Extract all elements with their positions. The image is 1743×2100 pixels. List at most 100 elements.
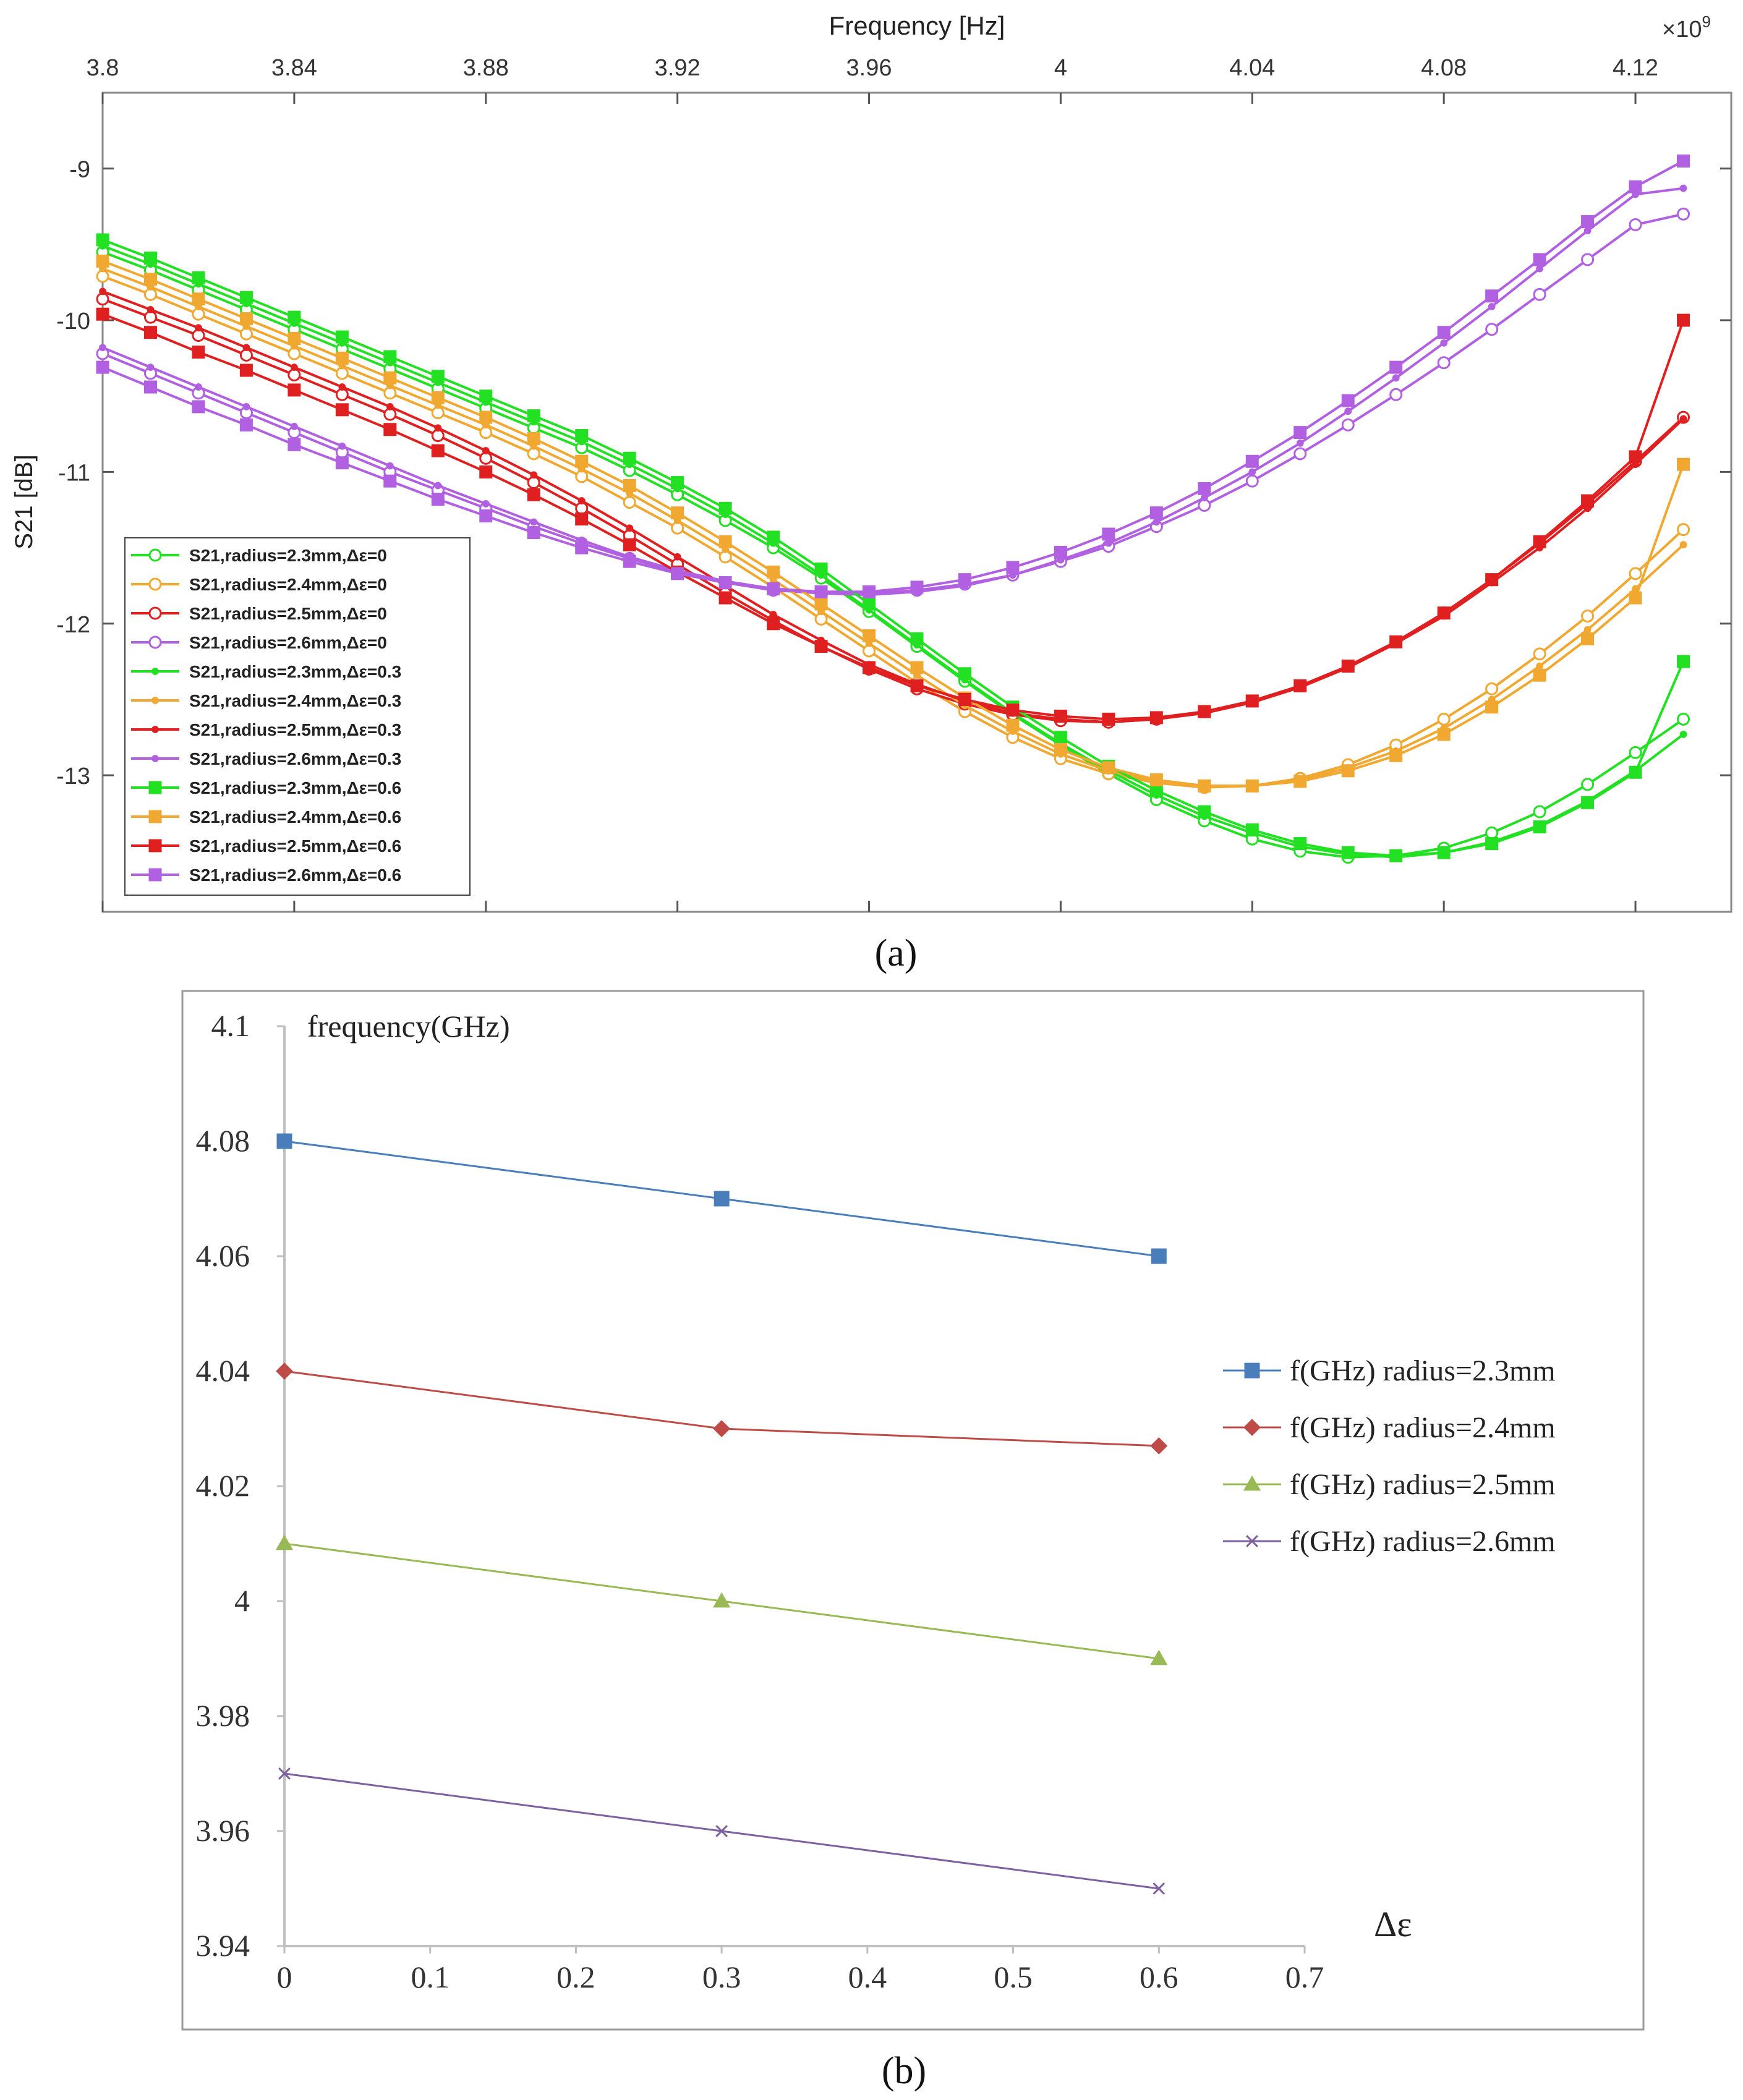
chart-a-data-point	[958, 692, 971, 706]
chart-a-data-point	[1677, 207, 1690, 221]
chart-a-legend-marker	[148, 810, 162, 823]
chart-b-x-tick-label: 0.2	[556, 1960, 595, 1994]
chart-a-x-axis-title: Frequency [Hz]	[829, 11, 1005, 40]
chart-b-data-point	[275, 1534, 294, 1550]
chart-a-data-point	[863, 629, 876, 642]
chart-a-legend-marker	[151, 697, 159, 704]
chart-a-data-point	[769, 611, 777, 618]
chart-b-data-point	[713, 1420, 731, 1437]
chart-a-data-point	[1102, 527, 1115, 541]
chart-b-data-point	[276, 1362, 293, 1380]
chart-a-data-point	[1389, 360, 1403, 374]
chart-a-data-point	[288, 310, 301, 324]
chart-a-data-point	[1006, 561, 1020, 574]
chart-a-data-point	[1006, 718, 1020, 732]
chart-a-x-tick-label: 3.96	[846, 55, 892, 81]
chart-a-data-point	[1485, 573, 1499, 587]
chart-a-data-point	[1341, 764, 1355, 778]
chart-a-data-point	[431, 444, 445, 457]
chart-a-data-point	[338, 442, 346, 450]
chart-a-data-point	[288, 332, 301, 345]
chart-a-legend-entry: S21,radius=2.6mm,Δε=0	[131, 633, 387, 652]
chart-b-y-axis-title: frequency(GHz)	[307, 1009, 510, 1044]
chart-a-data-point	[335, 456, 349, 470]
chart-b-legend-label: f(GHz) radius=2.5mm	[1290, 1468, 1556, 1501]
chart-a-data-point	[1389, 635, 1403, 648]
chart-a-series-line	[102, 260, 1685, 788]
chart-a-series-9	[96, 233, 1690, 862]
chart-a-legend-entry: S21,radius=2.4mm,Δε=0	[131, 575, 387, 594]
chart-b-legend-entry: f(GHz) radius=2.3mm	[1223, 1354, 1556, 1387]
chart-a-data-point	[1198, 805, 1211, 818]
chart-b-legend: f(GHz) radius=2.3mm f(GHz) radius=2.4mm f(…	[1223, 1354, 1556, 1558]
chart-a-x-tick-label: 4	[1054, 55, 1067, 81]
chart-a-data-point	[335, 403, 349, 417]
chart-a-data-point	[1533, 287, 1546, 301]
chart-a-data-point	[192, 329, 205, 342]
chart-a-data-point	[431, 493, 445, 506]
chart-a-x-tick-label: 3.88	[463, 55, 509, 81]
chart-a-data-point	[482, 447, 490, 454]
chart-b-legend-label: f(GHz) radius=2.6mm	[1290, 1525, 1556, 1558]
chart-a-data-point	[1054, 742, 1067, 756]
chart-a-data-point	[1629, 450, 1642, 464]
chart-a-x-tick-label: 3.84	[271, 55, 317, 81]
chart-a-panel-label: (a)	[875, 932, 918, 974]
chart-a-data-point	[242, 344, 250, 352]
chart-a-data-point	[479, 465, 493, 478]
chart-a-data-point	[1629, 765, 1642, 779]
chart-a-data-point	[239, 312, 253, 326]
chart-a-data-point	[192, 307, 205, 321]
chart-a-data-point	[335, 351, 349, 365]
chart-a-series-line	[102, 275, 1684, 789]
chart-a-data-point	[863, 597, 876, 611]
chart-b-legend-marker	[1246, 1535, 1258, 1547]
chart-a-data-point	[147, 363, 155, 372]
chart-a-series-line	[102, 313, 1685, 721]
chart-a-data-point	[1200, 494, 1208, 502]
chart-a-data-point	[143, 310, 157, 324]
chart-a-legend: S21,radius=2.3mm,Δε=0 S21,radius=2.4mm,Δε…	[124, 537, 471, 896]
chart-a-data-point	[814, 640, 828, 653]
chart-a-data-point	[1581, 796, 1595, 809]
chart-a-data-point	[1245, 474, 1259, 488]
chart-a-data-point	[195, 324, 202, 332]
chart-a-data-point	[96, 360, 109, 374]
chart-b-data-point	[276, 1133, 292, 1149]
chart-a-data-point	[479, 426, 493, 440]
chart-b-x-axis-title: Δε	[1374, 1904, 1412, 1944]
chart-b-legend-marker	[1243, 1475, 1261, 1491]
chart-a-legend-label: S21,radius=2.6mm,Δε=0	[189, 633, 387, 652]
chart-a-legend-entry: S21,radius=2.5mm,Δε=0.3	[131, 720, 401, 739]
chart-a-data-point	[1488, 303, 1496, 310]
chart-a-data-point	[192, 271, 205, 284]
chart-a-data-point	[1581, 215, 1595, 229]
chart-a-data-point	[1341, 394, 1355, 407]
chart-a-series-line	[102, 213, 1684, 595]
chart-a-data-point	[718, 535, 732, 548]
chart-a-data-point	[767, 617, 780, 631]
chart-a-data-point	[143, 273, 157, 286]
chart-a-data-point	[527, 409, 540, 423]
chart-a-data-point	[96, 254, 109, 268]
chart-b-legend-label: f(GHz) radius=2.4mm	[1290, 1411, 1556, 1444]
chart-a-data-point	[143, 380, 157, 394]
chart-a-data-point	[1149, 506, 1163, 520]
chart-a-x-ticks: 3.8 3.84 3.88 3.92 3.96 4 4.04 4.08 4.12	[87, 55, 1658, 912]
chart-b-y-tick-label: 3.96	[196, 1813, 250, 1848]
chart-a-data-point	[910, 580, 924, 594]
chart-a-data-point	[527, 431, 540, 445]
chart-a-data-point	[1536, 265, 1544, 273]
chart-a-data-point	[1437, 606, 1451, 620]
chart-a-data-point	[1102, 712, 1115, 726]
chart-a-legend-entry: S21,radius=2.4mm,Δε=0.6	[131, 807, 401, 827]
chart-a-x-tick-label: 3.92	[655, 55, 701, 81]
chart-b-panel-label: (b)	[882, 2050, 926, 2092]
chart-b-x-tick-label: 0.6	[1140, 1960, 1178, 1994]
chart-b-data-point	[714, 1191, 730, 1207]
chart-a-data-point	[1198, 779, 1211, 793]
chart-a-data-point	[1149, 784, 1163, 797]
chart-b-y-ticks: 4.1 4.08 4.06 4.04 4.02 4 3.98 3.96 3.94	[196, 1008, 284, 1963]
chart-a-data-point	[1389, 849, 1403, 862]
chart-a-data-point	[671, 567, 684, 580]
